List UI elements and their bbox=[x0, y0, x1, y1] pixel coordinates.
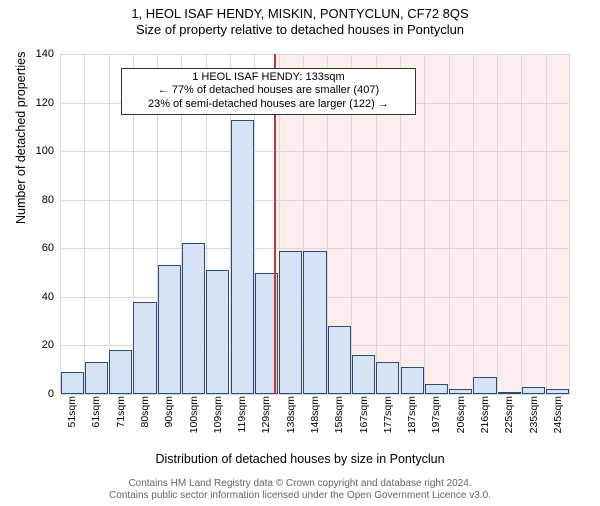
histogram-bar bbox=[352, 355, 375, 394]
x-tick-label: 129sqm bbox=[260, 396, 272, 433]
histogram-bar bbox=[401, 367, 424, 394]
page-title-line1: 1, HEOL ISAF HENDY, MISKIN, PONTYCLUN, C… bbox=[0, 6, 600, 21]
x-tick-label: 216sqm bbox=[479, 396, 491, 433]
gridline-v bbox=[84, 54, 85, 394]
histogram-bar bbox=[109, 350, 132, 394]
histogram-chart: 02040608010012014051sqm61sqm71sqm80sqm90… bbox=[60, 54, 570, 424]
x-tick-label: 245sqm bbox=[552, 396, 564, 433]
footer-attribution: Contains HM Land Registry data © Crown c… bbox=[0, 478, 600, 502]
x-tick-label: 138sqm bbox=[285, 396, 297, 433]
gridline-h bbox=[60, 151, 570, 152]
histogram-bar bbox=[546, 389, 569, 394]
footer-line1: Contains HM Land Registry data © Crown c… bbox=[0, 478, 600, 490]
x-axis-label: Distribution of detached houses by size … bbox=[0, 452, 600, 466]
histogram-bar bbox=[303, 251, 326, 394]
y-tick-label: 120 bbox=[14, 97, 54, 109]
histogram-bar bbox=[279, 251, 302, 394]
x-tick-label: 71sqm bbox=[115, 396, 127, 428]
x-tick-label: 148sqm bbox=[309, 396, 321, 433]
annotation-box: 1 HEOL ISAF HENDY: 133sqm← 77% of detach… bbox=[121, 68, 416, 115]
histogram-bar bbox=[473, 377, 496, 394]
gridline-v bbox=[449, 54, 450, 394]
annot-line2: ← 77% of detached houses are smaller (40… bbox=[128, 84, 409, 98]
y-tick-label: 0 bbox=[14, 388, 54, 400]
gridline-h bbox=[60, 200, 570, 201]
histogram-bar bbox=[376, 362, 399, 394]
histogram-bar bbox=[231, 120, 254, 394]
x-tick-label: 197sqm bbox=[430, 396, 442, 433]
histogram-bar bbox=[206, 270, 229, 394]
histogram-bar bbox=[61, 372, 84, 394]
gridline-v bbox=[569, 54, 570, 394]
y-tick-label: 60 bbox=[14, 242, 54, 254]
gridline-v bbox=[109, 54, 110, 394]
x-tick-label: 109sqm bbox=[212, 396, 224, 433]
gridline-v bbox=[60, 54, 61, 394]
gridline-h bbox=[60, 394, 570, 395]
plot-area: 02040608010012014051sqm61sqm71sqm80sqm90… bbox=[60, 54, 570, 394]
annot-line3: 23% of semi-detached houses are larger (… bbox=[128, 98, 409, 112]
x-tick-label: 167sqm bbox=[358, 396, 370, 433]
gridline-v bbox=[546, 54, 547, 394]
gridline-v bbox=[473, 54, 474, 394]
y-tick-label: 140 bbox=[14, 48, 54, 60]
histogram-bar bbox=[449, 389, 472, 394]
histogram-bar bbox=[522, 387, 545, 394]
y-tick-label: 20 bbox=[14, 339, 54, 351]
histogram-bar bbox=[158, 265, 181, 394]
gridline-h bbox=[60, 54, 570, 55]
histogram-bar bbox=[85, 362, 108, 394]
y-tick-label: 100 bbox=[14, 145, 54, 157]
x-tick-label: 225sqm bbox=[503, 396, 515, 433]
x-tick-label: 90sqm bbox=[163, 396, 175, 428]
x-tick-label: 187sqm bbox=[406, 396, 418, 433]
x-tick-label: 100sqm bbox=[188, 396, 200, 433]
gridline-v bbox=[521, 54, 522, 394]
x-tick-label: 61sqm bbox=[90, 396, 102, 428]
footer-line2: Contains public sector information licen… bbox=[0, 490, 600, 502]
gridline-h bbox=[60, 248, 570, 249]
x-tick-label: 80sqm bbox=[139, 396, 151, 428]
page-title-line2: Size of property relative to detached ho… bbox=[0, 22, 600, 37]
histogram-bar bbox=[133, 302, 156, 394]
x-tick-label: 158sqm bbox=[333, 396, 345, 433]
x-tick-label: 177sqm bbox=[382, 396, 394, 433]
histogram-bar bbox=[498, 392, 521, 394]
annot-line1: 1 HEOL ISAF HENDY: 133sqm bbox=[128, 71, 409, 85]
x-tick-label: 235sqm bbox=[528, 396, 540, 433]
gridline-v bbox=[424, 54, 425, 394]
x-tick-label: 119sqm bbox=[236, 396, 248, 433]
y-tick-label: 40 bbox=[14, 291, 54, 303]
histogram-bar bbox=[328, 326, 351, 394]
x-tick-label: 51sqm bbox=[66, 396, 78, 428]
x-tick-label: 206sqm bbox=[455, 396, 467, 433]
y-tick-label: 80 bbox=[14, 194, 54, 206]
histogram-bar bbox=[425, 384, 448, 394]
histogram-bar bbox=[182, 243, 205, 394]
gridline-v bbox=[497, 54, 498, 394]
